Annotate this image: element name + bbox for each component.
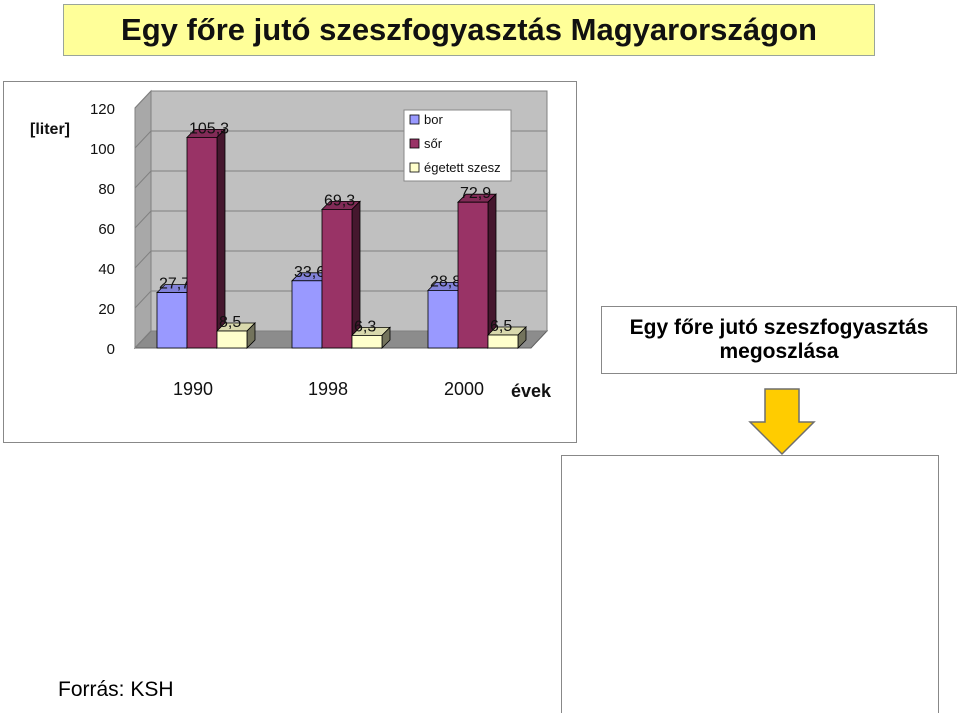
gridline <box>134 290 547 309</box>
down-arrow-icon <box>748 388 816 456</box>
legend-swatch <box>409 162 420 173</box>
distribution-title-box: Egy főre jutó szeszfogyasztás megoszlása <box>601 306 957 374</box>
x-tick-label: 1990 <box>173 379 213 399</box>
data-label: 6,5 <box>490 318 512 335</box>
gridline <box>134 330 547 349</box>
x-axis-label: évek <box>511 381 552 401</box>
legend-box <box>403 109 512 182</box>
legend-label: sőr <box>424 136 443 151</box>
y-axis-label: [liter] <box>30 121 70 138</box>
page-title-box: Egy főre jutó szeszfogyasztás Magyarorsz… <box>63 4 875 56</box>
bar <box>351 334 383 349</box>
data-label: 8,5 <box>219 314 241 331</box>
legend-swatch <box>409 138 420 149</box>
data-label: 72,9 <box>460 185 491 202</box>
y-tick-label: 40 <box>98 261 115 278</box>
y-tick-label: 60 <box>98 221 115 238</box>
y-tick-label: 0 <box>107 341 115 358</box>
distribution-title-line2: megoszlása <box>719 340 839 363</box>
x-tick-label: 2000 <box>444 379 484 399</box>
bar <box>487 334 519 349</box>
source-note: Forrás: KSH <box>58 678 174 701</box>
data-label: 105,3 <box>189 120 229 137</box>
bar <box>427 289 459 349</box>
y-tick-label: 80 <box>98 181 115 198</box>
legend-label: bor <box>424 112 443 127</box>
bar <box>216 330 248 349</box>
data-label: 69,3 <box>324 192 355 209</box>
pie-chart-frame <box>561 455 939 713</box>
data-label: 33,6 <box>294 264 325 281</box>
legend-swatch <box>409 114 420 125</box>
bar <box>156 292 188 349</box>
bar <box>457 201 489 349</box>
data-label: 27,7 <box>159 276 190 293</box>
y-tick-label: 100 <box>90 141 115 158</box>
legend-label: égetett szesz <box>424 160 501 175</box>
page-title: Egy főre jutó szeszfogyasztás Magyarorsz… <box>121 12 817 47</box>
distribution-title: Egy főre jutó szeszfogyasztás megoszlása <box>630 316 929 364</box>
gridline <box>134 210 547 229</box>
y-tick-label: 120 <box>90 101 115 118</box>
bar <box>321 208 353 349</box>
gridline <box>134 250 547 269</box>
data-label: 28,8 <box>430 273 461 290</box>
bar <box>186 136 218 349</box>
data-label: 6,3 <box>354 318 376 335</box>
gridline <box>134 90 547 109</box>
bar <box>291 280 323 349</box>
distribution-title-line1: Egy főre jutó szeszfogyasztás <box>629 316 929 339</box>
y-tick-label: 20 <box>98 301 115 318</box>
x-tick-label: 1998 <box>308 379 348 399</box>
